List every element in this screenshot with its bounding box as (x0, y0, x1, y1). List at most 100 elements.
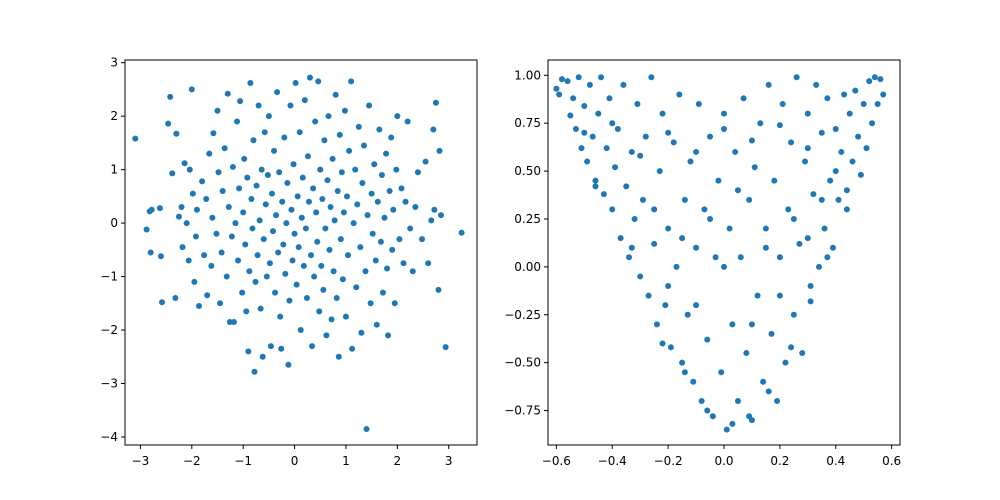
left-data-point (143, 226, 150, 233)
left-y-tick-label: −3 (100, 377, 118, 391)
right-y-tick-label: 0.25 (514, 212, 541, 226)
left-data-point (419, 236, 426, 243)
right-data-point (751, 164, 758, 171)
left-data-point (364, 212, 371, 219)
left-data-point (404, 118, 411, 125)
left-data-point (156, 205, 163, 212)
left-data-point (400, 260, 407, 267)
left-y-tick-label: 0 (110, 216, 118, 230)
right-data-point (877, 76, 884, 83)
right-data-point (581, 129, 588, 136)
left-data-point (379, 289, 386, 296)
left-data-point (221, 145, 228, 152)
left-data-point (346, 147, 353, 154)
right-data-point (709, 413, 716, 420)
right-data-point (690, 378, 697, 385)
left-data-point (318, 262, 325, 269)
right-data-point (704, 407, 711, 414)
left-data-point (368, 190, 375, 197)
right-data-point (642, 133, 649, 140)
right-data-point (849, 158, 856, 165)
right-data-point (553, 85, 560, 92)
right-data-point (824, 95, 831, 102)
left-data-point (267, 343, 274, 350)
right-data-point (659, 110, 666, 117)
right-data-point (698, 397, 705, 404)
right-data-point (754, 292, 761, 299)
left-data-point (398, 185, 405, 192)
right-data-point (665, 129, 672, 136)
left-data-point (260, 236, 267, 243)
left-data-point (301, 97, 308, 104)
left-data-point (278, 345, 285, 352)
left-data-point (273, 212, 280, 219)
left-data-point (224, 90, 231, 97)
right-data-point (659, 340, 666, 347)
right-data-point (595, 110, 602, 117)
right-data-point (774, 397, 781, 404)
right-y-axis: −0.75 −0.50 −0.25 0.00 0.25 0.50 0.75 1.00 (504, 68, 548, 418)
right-data-point (665, 225, 672, 232)
right-data-point (653, 321, 660, 328)
right-data-point (673, 263, 680, 270)
left-data-point (306, 74, 313, 81)
right-scatter-points (553, 74, 887, 433)
right-data-point (748, 137, 755, 144)
left-y-tick-label: 3 (110, 56, 118, 70)
left-data-point (348, 78, 355, 85)
left-data-point (369, 230, 376, 237)
right-data-point (681, 369, 688, 376)
left-data-point (359, 179, 366, 186)
left-data-point (264, 171, 271, 178)
left-data-point (247, 79, 254, 86)
left-data-point (232, 220, 239, 227)
left-data-point (378, 171, 385, 178)
left-data-point (333, 294, 340, 301)
right-data-point (829, 244, 836, 251)
left-data-point (310, 185, 317, 192)
right-data-point (793, 74, 800, 81)
left-data-point (436, 147, 443, 154)
right-data-point (737, 254, 744, 261)
left-data-point (334, 188, 341, 195)
left-data-point (430, 126, 437, 133)
left-data-point (217, 300, 224, 307)
left-y-tick-label: −2 (100, 323, 118, 337)
left-data-point (353, 284, 360, 291)
left-data-point (313, 209, 320, 216)
right-data-point (802, 158, 809, 165)
left-data-point (193, 206, 200, 213)
left-data-point (317, 166, 324, 173)
left-data-point (196, 302, 202, 309)
left-x-tick-label: −2 (183, 454, 201, 468)
left-data-point (210, 130, 217, 137)
right-data-point (760, 378, 767, 385)
left-data-point (402, 198, 409, 205)
left-data-point (157, 253, 164, 260)
left-data-point (339, 276, 346, 283)
right-data-point (721, 125, 727, 132)
right-data-point (656, 168, 663, 175)
right-axes-frame (547, 59, 901, 446)
right-data-point (667, 344, 674, 351)
right-data-point (740, 95, 747, 102)
left-data-point (285, 361, 292, 368)
right-data-point (586, 81, 593, 88)
left-data-point (203, 196, 210, 203)
right-data-point (592, 183, 599, 190)
right-data-point (578, 145, 585, 152)
left-y-axis: −4 −3 −2 −1 0 1 2 3 (100, 56, 125, 444)
right-y-tick-label: −0.25 (504, 308, 541, 322)
left-data-point (225, 204, 232, 211)
left-data-point (396, 236, 403, 243)
right-data-point (846, 110, 853, 117)
left-x-tick-label: 2 (394, 454, 402, 468)
right-data-point (614, 125, 621, 132)
left-data-point (213, 230, 220, 237)
right-data-point (695, 101, 702, 108)
right-data-point (757, 120, 764, 127)
right-data-point (679, 235, 686, 242)
right-data-point (612, 164, 619, 171)
right-data-point (880, 91, 887, 98)
right-data-point (866, 78, 873, 85)
